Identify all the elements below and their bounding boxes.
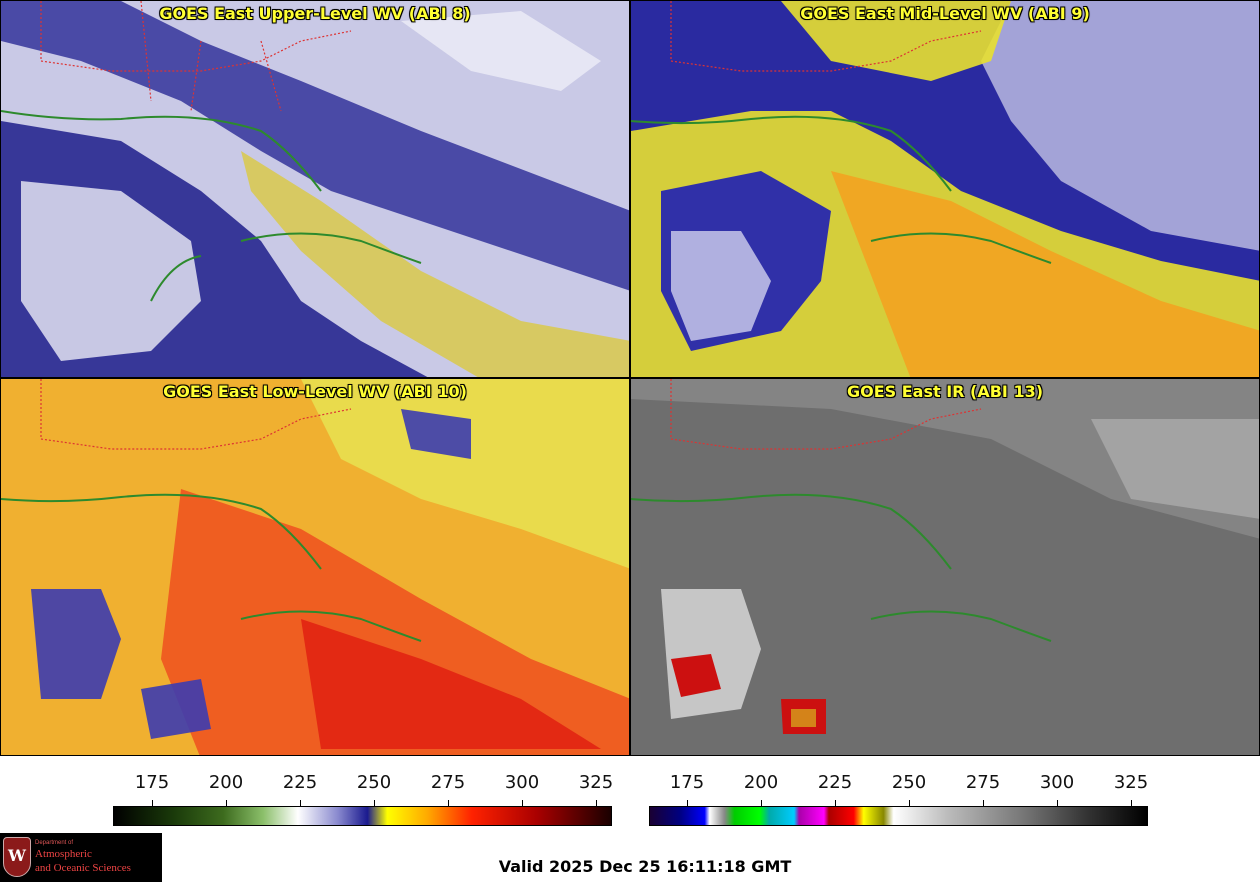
panel-title: GOES East Low-Level WV (ABI 10) xyxy=(163,382,467,401)
tick-label: 200 xyxy=(208,772,244,793)
panel-low-level-wv: GOES East Low-Level WV (ABI 10) xyxy=(0,378,630,756)
tick-mark xyxy=(835,800,836,806)
tick-mark xyxy=(1057,800,1058,806)
ir-map xyxy=(631,379,1259,755)
tick-mark xyxy=(761,800,762,806)
panel-title: GOES East Upper-Level WV (ABI 8) xyxy=(159,4,471,23)
tick-mark xyxy=(374,800,375,806)
low-level-wv-map xyxy=(1,379,629,755)
tick-label: 325 xyxy=(578,772,614,793)
tick-mark xyxy=(909,800,910,806)
tick-mark xyxy=(300,800,301,806)
tick-mark xyxy=(687,800,688,806)
tick-mark xyxy=(596,800,597,806)
panel-mid-level-wv: GOES East Mid-Level WV (ABI 9) xyxy=(630,0,1260,378)
panel-ir: GOES East IR (ABI 13) xyxy=(630,378,1260,756)
logo-line-1: Department of xyxy=(35,840,74,846)
wv-colorbar-gradient xyxy=(113,806,612,826)
tick-mark xyxy=(152,800,153,806)
tick-label: 225 xyxy=(817,772,853,793)
tick-label: 325 xyxy=(1113,772,1149,793)
logo-line-3: and Oceanic Sciences xyxy=(35,862,131,874)
tick-mark xyxy=(983,800,984,806)
tick-label: 300 xyxy=(504,772,540,793)
tick-mark xyxy=(1131,800,1132,806)
panel-title: GOES East Mid-Level WV (ABI 9) xyxy=(800,4,1090,23)
uw-crest-icon: W xyxy=(3,837,31,877)
tick-label: 175 xyxy=(669,772,705,793)
tick-mark xyxy=(448,800,449,806)
ir-colorbar-gradient xyxy=(649,806,1148,826)
mid-level-wv-map xyxy=(631,1,1259,377)
tick-label: 300 xyxy=(1039,772,1075,793)
tick-label: 275 xyxy=(430,772,466,793)
tick-label: 200 xyxy=(743,772,779,793)
valid-time: Valid 2025 Dec 25 16:11:18 GMT xyxy=(498,857,792,876)
tick-label: 225 xyxy=(282,772,318,793)
tick-mark xyxy=(522,800,523,806)
panel-title: GOES East IR (ABI 13) xyxy=(846,382,1044,401)
aos-logo: W Department of Atmospheric and Oceanic … xyxy=(0,833,162,882)
tick-mark xyxy=(226,800,227,806)
tick-label: 250 xyxy=(891,772,927,793)
panel-upper-level-wv: GOES East Upper-Level WV (ABI 8) xyxy=(0,0,630,378)
upper-level-wv-map xyxy=(1,1,629,377)
tick-label: 275 xyxy=(965,772,1001,793)
tick-label: 250 xyxy=(356,772,392,793)
tick-label: 175 xyxy=(134,772,170,793)
logo-line-2: Atmospheric xyxy=(35,848,92,860)
